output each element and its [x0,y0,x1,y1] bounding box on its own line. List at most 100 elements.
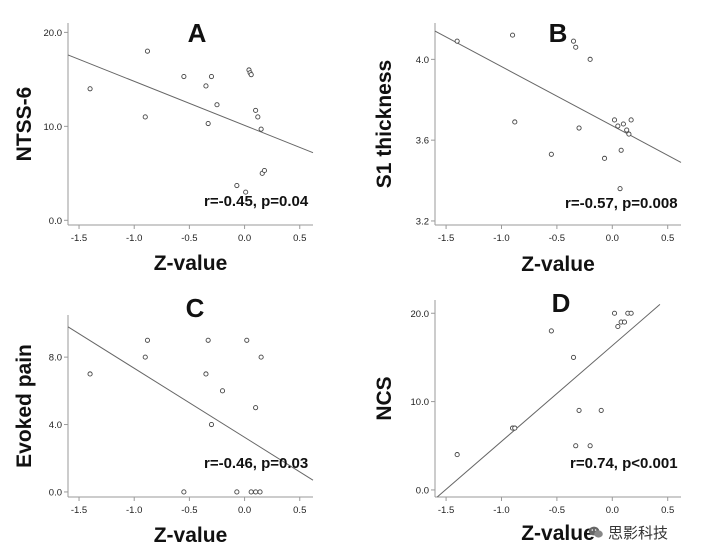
data-point [587,56,593,62]
regression-line [67,326,314,481]
data-point [621,319,628,325]
x-tick-label: -1.5 [71,505,87,516]
y-tick-label: 0.0 [49,487,62,498]
x-tick-label: 0.0 [238,233,251,244]
y-tick-label: 0.0 [416,485,429,496]
data-point [234,182,240,189]
data-point [626,131,632,137]
data-point [205,337,211,343]
regression-line [434,30,682,163]
data-point [548,151,554,157]
x-tick-label: 0.5 [293,233,306,244]
panel-letter: B [549,18,568,48]
data-point [181,489,187,495]
panel-d: -1.5 -1.0 -0.5 0.0 0.5 0.0 10.0 20.0 D Z-value NCS… [373,288,681,545]
y-tick-label: 3.2 [416,216,429,227]
data-point [624,127,630,133]
data-point [253,107,259,113]
data-point [144,337,151,343]
data-point [510,32,516,38]
data-point [618,147,624,153]
data-point [454,38,460,44]
data-point [205,120,211,127]
x-tick-label: -1.0 [126,233,142,244]
y-tick-label: 3.6 [416,136,429,147]
panel-b: -1.5 -1.0 -0.5 0.0 0.5 3.2 3.6 4.0 B Z-value S1 th… [373,18,682,276]
data-point [203,371,209,377]
data-point [587,443,593,449]
data-point [144,48,151,54]
y-tick-label: 20.0 [411,309,430,320]
wechat-icon [588,524,604,540]
data-point [181,74,187,80]
data-point [512,425,518,431]
x-tick-label: -1.5 [438,233,454,244]
y-tick-label: 4.0 [49,420,62,431]
data-point [234,489,240,495]
data-point [243,189,249,195]
data-point [219,388,226,394]
data-point [576,407,582,413]
data-point [611,117,618,123]
y-tick-label: 4.0 [416,55,429,66]
watermark-text: 思影科技 [608,524,669,542]
x-tick-label: 0.5 [661,505,674,516]
panel-a: -1.5 -1.0 -0.5 0.0 0.5 0.0 10.0 20.0 A Z-value NTS… [13,18,314,275]
x-tick-label: 0.0 [238,505,251,516]
y-tick-label: 8.0 [49,353,62,364]
data-point [257,489,263,495]
regression-line [436,304,661,498]
data-point [576,125,582,131]
x-tick-label: -0.5 [549,233,565,244]
x-tick-label: 0.5 [293,505,306,516]
data-point [615,323,621,330]
data-point [628,310,634,316]
y-tick-label: 10.0 [411,397,430,408]
x-axis-title: Z-value [521,253,595,276]
data-point [611,310,618,316]
data-point [142,354,148,360]
data-point [253,489,259,495]
x-tick-label: -1.5 [438,505,454,516]
data-point [617,186,623,192]
y-tick-label: 20.0 [44,28,63,39]
data-point [601,155,608,161]
x-tick-label: 0.5 [661,233,674,244]
panel-letter: A [188,18,207,48]
data-point [208,74,215,80]
x-tick-label: -1.0 [493,233,509,244]
x-axis-title: Z-value [154,524,228,547]
data-point [244,337,250,343]
data-point [573,443,579,449]
data-point [142,114,148,120]
data-point [87,86,93,92]
data-point [87,371,93,377]
data-point [454,452,460,458]
data-point [598,407,604,413]
data-point [258,354,264,360]
correlation-annotation: r=-0.57, p=0.008 [565,195,678,212]
data-point [214,102,220,108]
watermark: 思影科技 [588,520,700,546]
data-point [570,38,577,44]
x-tick-label: -1.0 [493,505,509,516]
data-point [615,123,621,129]
panel-letter: D [552,288,571,318]
y-tick-label: 10.0 [44,122,63,133]
panel-c: -1.5 -1.0 -0.5 0.0 0.5 0.0 4.0 8.0 C Z-value Evoke… [13,293,314,547]
correlation-annotation: r=-0.45, p=0.04 [204,193,309,210]
correlation-annotation: r=0.74, p<0.001 [570,455,678,472]
data-point [628,117,634,123]
y-axis-title: NTSS-6 [13,87,36,162]
data-point [570,354,577,360]
x-tick-label: 0.0 [606,505,619,516]
y-axis-title: NCS [373,376,396,420]
data-point [261,167,267,174]
x-axis-title: Z-value [521,522,595,545]
regression-line [67,54,314,154]
x-tick-label: 0.0 [606,233,619,244]
data-point [548,328,554,334]
data-point [248,489,254,495]
data-point [255,114,261,120]
